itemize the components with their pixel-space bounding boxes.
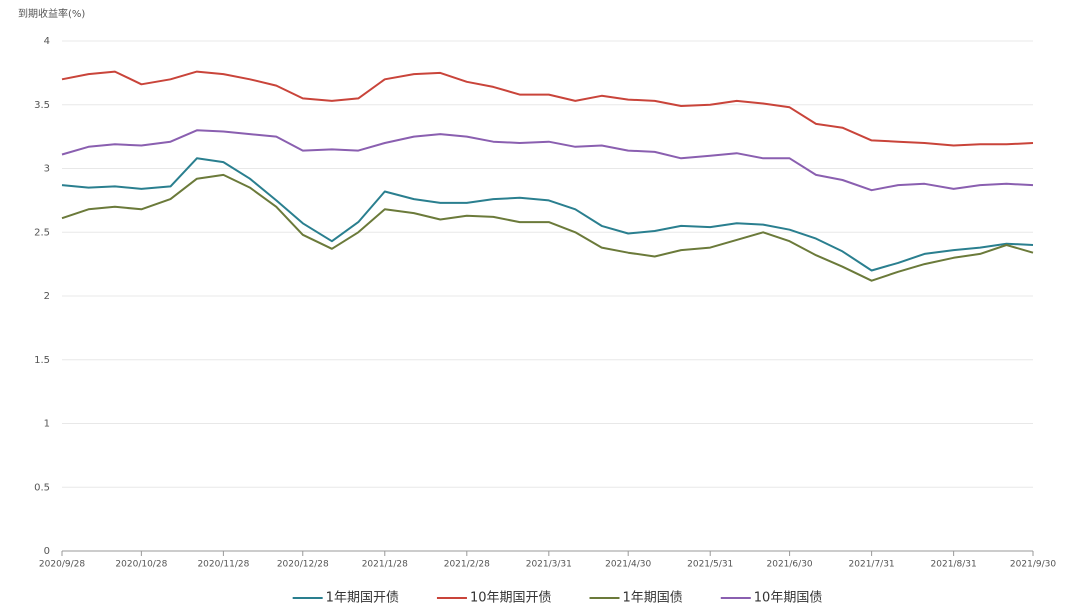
- y-axis-title: 到期收益率(%): [18, 7, 85, 20]
- legend-item: 10年期国开债: [436, 591, 552, 606]
- y-tick-label: 0: [44, 546, 50, 557]
- legend-item: 10年期国债: [720, 591, 823, 606]
- x-tick-label: 2021/3/31: [526, 560, 572, 570]
- legend: 1年期国开债 10年期国开债 1年期国债 10年期国债: [292, 591, 823, 606]
- x-tick-label: 2021/5/31: [687, 560, 733, 570]
- x-tick-label: 2020/11/28: [197, 560, 249, 570]
- x-tick-label: 2021/7/31: [849, 560, 895, 570]
- x-tick-label: 2021/1/28: [362, 560, 408, 570]
- legend-label: 10年期国开债: [470, 591, 552, 606]
- series-line: [61, 157, 1034, 272]
- y-tick-label: 1.5: [34, 355, 50, 366]
- y-tick-label: 4: [44, 36, 50, 47]
- x-tick-label: 2021/2/28: [444, 560, 490, 570]
- series-line: [61, 129, 1034, 192]
- y-tick-label: 2: [44, 291, 50, 302]
- series-line: [61, 70, 1034, 147]
- x-tick-label: 2021/6/30: [767, 560, 813, 570]
- legend-label: 1年期国债: [623, 591, 683, 606]
- legend-item: 1年期国债: [589, 591, 683, 606]
- x-tick-label: 2021/9/30: [1010, 560, 1056, 570]
- x-tick-label: 2021/8/31: [931, 560, 977, 570]
- y-tick-label: 0.5: [34, 482, 50, 493]
- y-tick-label: 3.5: [34, 100, 50, 111]
- x-tick-label: 2021/4/30: [605, 560, 651, 570]
- y-tick-label: 3: [44, 164, 50, 175]
- x-tick-label: 2020/12/28: [277, 560, 329, 570]
- legend-item: 1年期国开债: [292, 591, 399, 606]
- x-tick-label: 2020/9/28: [39, 560, 85, 570]
- legend-label: 1年期国开债: [326, 591, 399, 606]
- x-tick-label: 2020/10/28: [115, 560, 167, 570]
- y-tick-label: 1: [44, 419, 50, 430]
- series-line: [61, 173, 1034, 282]
- legend-label: 10年期国债: [754, 591, 823, 606]
- y-tick-label: 2.5: [34, 227, 50, 238]
